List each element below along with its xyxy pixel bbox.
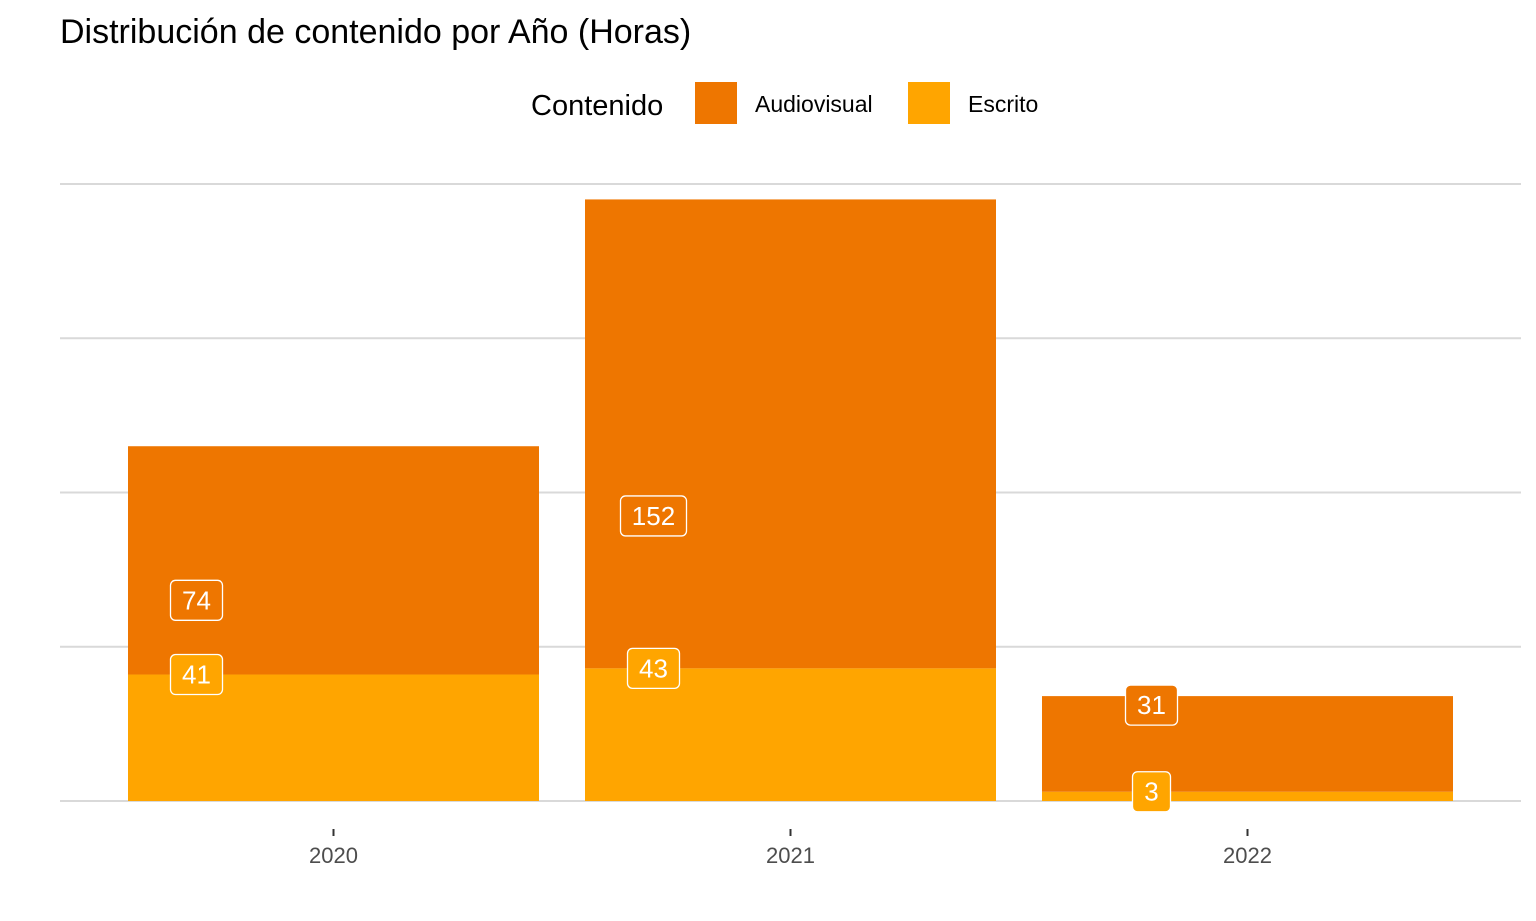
data-label-box xyxy=(619,495,688,537)
legend-label-escrito: Escrito xyxy=(968,91,1038,117)
x-tick-label: 2021 xyxy=(766,843,815,868)
data-label-audiovisual-2020: 74 xyxy=(169,579,224,621)
data-label-box xyxy=(1131,771,1172,813)
data-label-box xyxy=(169,653,224,696)
data-label-escrito-2020: 41 xyxy=(169,653,224,696)
data-label-box xyxy=(626,647,681,689)
bar-escrito-2021 xyxy=(585,668,996,801)
data-label-text: 43 xyxy=(639,653,668,683)
bars xyxy=(128,199,1453,801)
x-axis: 2020 2021 2022 xyxy=(309,829,1272,868)
legend: Contenido Audiovisual Escrito xyxy=(531,82,1038,124)
legend-title: Contenido xyxy=(531,90,663,122)
bar-audiovisual-2020 xyxy=(128,446,539,675)
legend-swatch-escrito xyxy=(908,82,950,124)
x-tick-label: 2020 xyxy=(309,843,358,868)
data-label-escrito-2022: 3 xyxy=(1131,771,1172,813)
legend-swatch-audiovisual xyxy=(695,82,737,124)
data-labels: 41 74 43 152 3 31 xyxy=(169,495,1179,813)
bar-escrito-2020 xyxy=(128,674,539,801)
data-label-audiovisual-2021: 152 xyxy=(619,495,688,537)
data-label-text: 41 xyxy=(182,660,211,690)
bar-audiovisual-2021 xyxy=(585,199,996,669)
chart-title: Distribución de contenido por Año (Horas… xyxy=(60,13,691,51)
bar-escrito-2022 xyxy=(1042,791,1453,801)
data-label-text: 3 xyxy=(1144,777,1158,807)
data-label-text: 31 xyxy=(1137,690,1166,720)
data-label-box xyxy=(1124,684,1179,726)
x-tick-label: 2022 xyxy=(1223,843,1272,868)
bar-audiovisual-2022 xyxy=(1042,696,1453,792)
data-label-text: 74 xyxy=(182,585,211,615)
data-label-text: 152 xyxy=(632,501,675,531)
data-label-escrito-2021: 43 xyxy=(626,647,681,689)
legend-label-audiovisual: Audiovisual xyxy=(755,91,873,117)
data-label-box xyxy=(169,579,224,621)
data-label-audiovisual-2022: 31 xyxy=(1124,684,1179,726)
